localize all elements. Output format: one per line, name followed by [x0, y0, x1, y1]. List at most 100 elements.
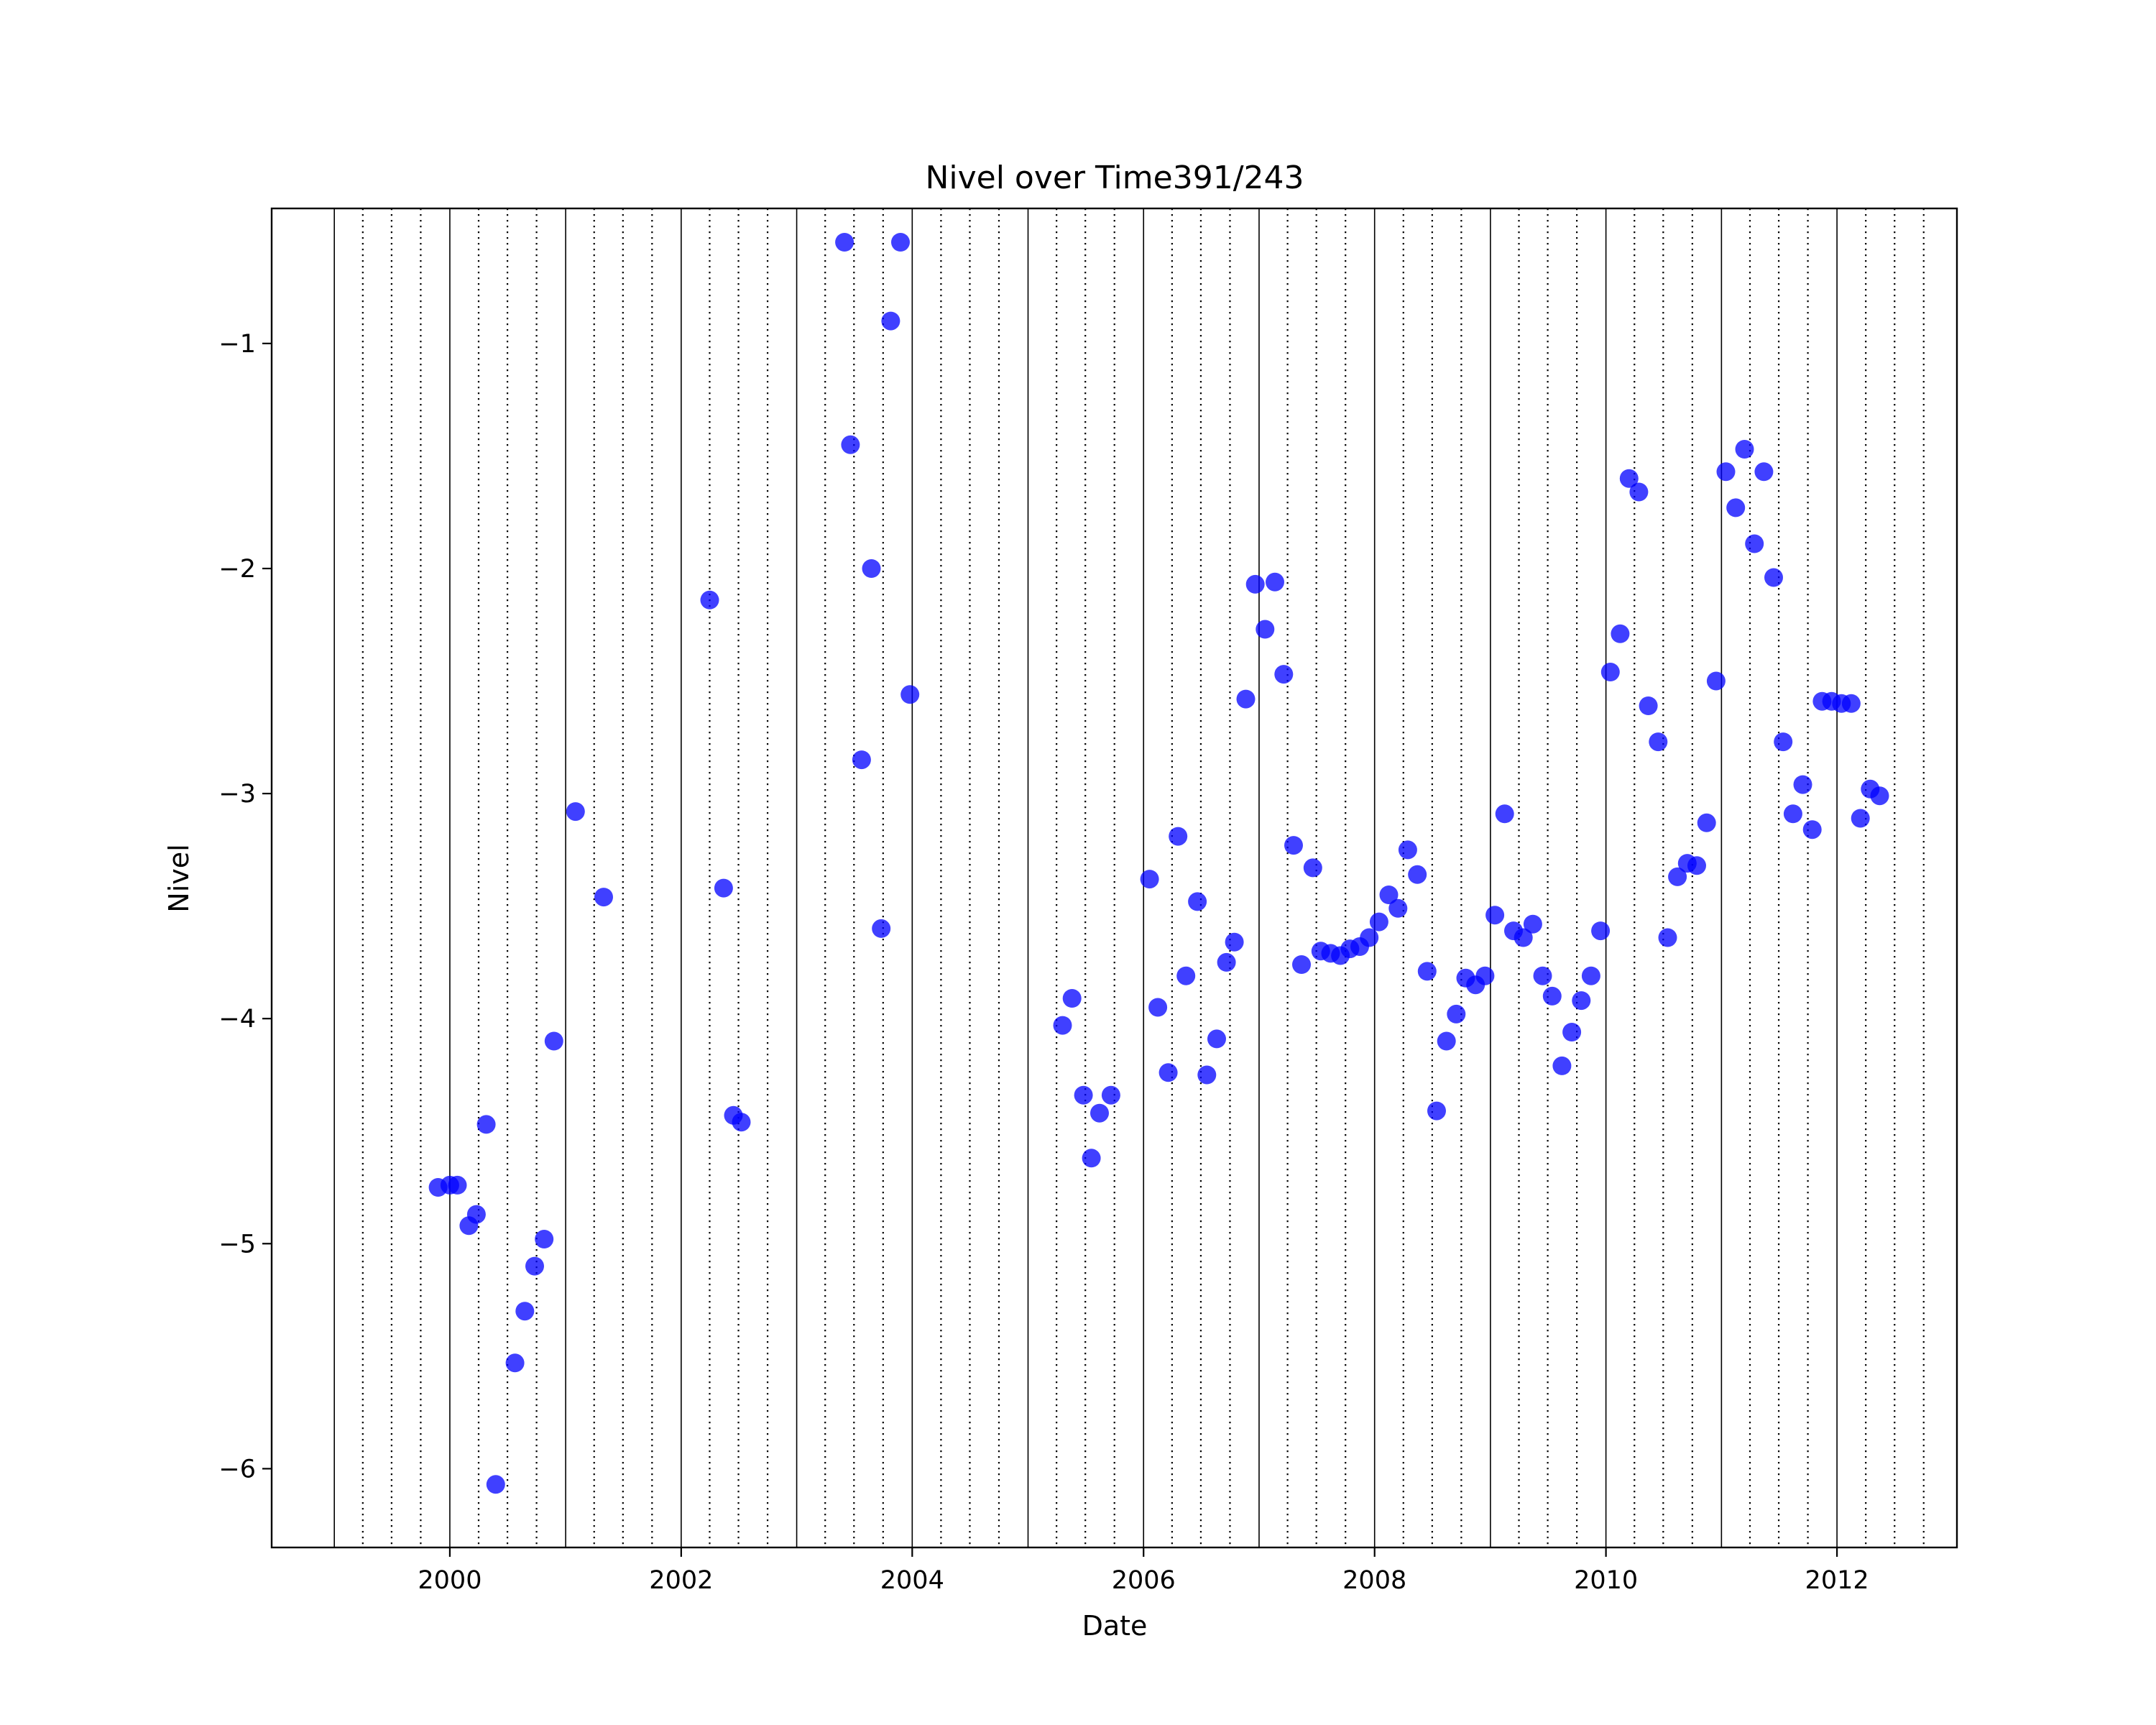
data-point	[1427, 1101, 1446, 1121]
data-point	[1207, 1029, 1226, 1049]
data-point	[1256, 620, 1275, 639]
data-point	[1148, 998, 1168, 1017]
data-point	[1417, 962, 1437, 981]
data-point	[1735, 440, 1754, 459]
data-point	[835, 233, 854, 252]
x-tick-label: 2006	[1112, 1566, 1176, 1595]
data-point	[1754, 462, 1774, 482]
data-point	[1619, 469, 1639, 488]
data-point	[1495, 804, 1514, 824]
x-tick-label: 2004	[880, 1566, 944, 1595]
data-point	[881, 311, 900, 331]
data-point	[1197, 1065, 1217, 1085]
data-point	[700, 590, 719, 610]
data-point	[1658, 928, 1677, 947]
x-tick-label: 2002	[649, 1566, 713, 1595]
data-point	[1649, 732, 1668, 752]
vertical-grid-lines	[333, 208, 1925, 1547]
data-point	[1668, 867, 1687, 886]
data-point	[525, 1256, 544, 1276]
data-point	[1793, 775, 1812, 794]
y-axis-ticks: −1 −2 −3 −4 −5 −6	[218, 330, 272, 1484]
data-point	[1140, 870, 1159, 889]
data-point	[900, 685, 920, 704]
data-point	[1572, 991, 1591, 1011]
data-point	[1697, 813, 1716, 832]
data-point	[1851, 809, 1870, 828]
data-point	[1552, 1056, 1572, 1075]
data-point	[1398, 840, 1417, 860]
data-point	[1266, 572, 1284, 592]
data-point	[732, 1113, 751, 1132]
data-point	[1542, 986, 1562, 1006]
y-axis-label: Nivel	[163, 844, 195, 912]
data-point	[535, 1230, 554, 1248]
data-point	[1870, 786, 1889, 806]
data-point	[1706, 671, 1726, 691]
data-point	[505, 1353, 525, 1373]
data-point	[1053, 1016, 1072, 1035]
data-point	[1437, 1031, 1456, 1051]
x-tick-label: 2000	[418, 1566, 482, 1595]
data-point	[544, 1031, 563, 1051]
data-point	[1600, 663, 1620, 681]
data-point	[1562, 1023, 1582, 1041]
data-point	[1369, 912, 1388, 932]
data-point	[1802, 820, 1822, 840]
data-point	[1388, 898, 1408, 918]
data-point	[1284, 836, 1303, 855]
data-point	[1475, 966, 1495, 985]
data-point	[1176, 966, 1196, 985]
chart-title: Nivel over Time391/243	[925, 160, 1304, 196]
data-point	[1639, 696, 1658, 715]
data-point	[1408, 865, 1427, 884]
data-point	[1687, 856, 1706, 875]
data-point	[1062, 989, 1082, 1008]
data-point	[1716, 462, 1736, 482]
data-point	[1533, 966, 1552, 985]
data-point	[466, 1205, 486, 1224]
data-point	[1379, 886, 1399, 904]
data-point	[486, 1475, 505, 1494]
data-point	[1303, 858, 1322, 878]
data-point	[862, 559, 881, 578]
y-tick-label: −4	[218, 1005, 256, 1034]
data-point	[1745, 534, 1764, 553]
y-tick-label: −6	[218, 1455, 256, 1484]
x-tick-label: 2008	[1342, 1566, 1406, 1595]
data-point	[714, 878, 733, 898]
data-point	[1523, 914, 1542, 934]
data-point	[1245, 574, 1265, 594]
data-points	[428, 233, 1889, 1494]
data-point	[1764, 568, 1783, 587]
data-point	[1236, 689, 1256, 709]
data-point	[1485, 906, 1505, 925]
data-point	[1726, 498, 1746, 518]
data-point	[1188, 892, 1207, 911]
data-point	[841, 435, 860, 454]
data-point	[1225, 932, 1244, 952]
x-tick-label: 2012	[1805, 1566, 1869, 1595]
plot-frame	[270, 207, 1958, 1549]
x-axis-ticks: 2000 2002 2004 2006 2008 2010 2012	[418, 1547, 1869, 1595]
data-point	[1158, 1063, 1178, 1082]
data-point	[1774, 732, 1793, 752]
y-tick-label: −1	[218, 330, 256, 359]
data-point	[1101, 1085, 1120, 1105]
data-point	[1217, 952, 1236, 972]
data-point	[1629, 482, 1649, 502]
data-point	[1360, 928, 1379, 947]
data-point	[1082, 1149, 1101, 1168]
data-point	[1292, 955, 1311, 974]
data-point	[1447, 1004, 1466, 1024]
data-point	[872, 919, 891, 938]
y-tick-label: −2	[218, 555, 256, 584]
data-point	[1274, 665, 1294, 684]
data-point	[515, 1302, 535, 1321]
data-point	[1581, 966, 1600, 985]
data-point	[852, 750, 871, 770]
data-point	[1074, 1085, 1093, 1105]
x-tick-label: 2010	[1574, 1566, 1638, 1595]
data-point	[594, 888, 613, 907]
